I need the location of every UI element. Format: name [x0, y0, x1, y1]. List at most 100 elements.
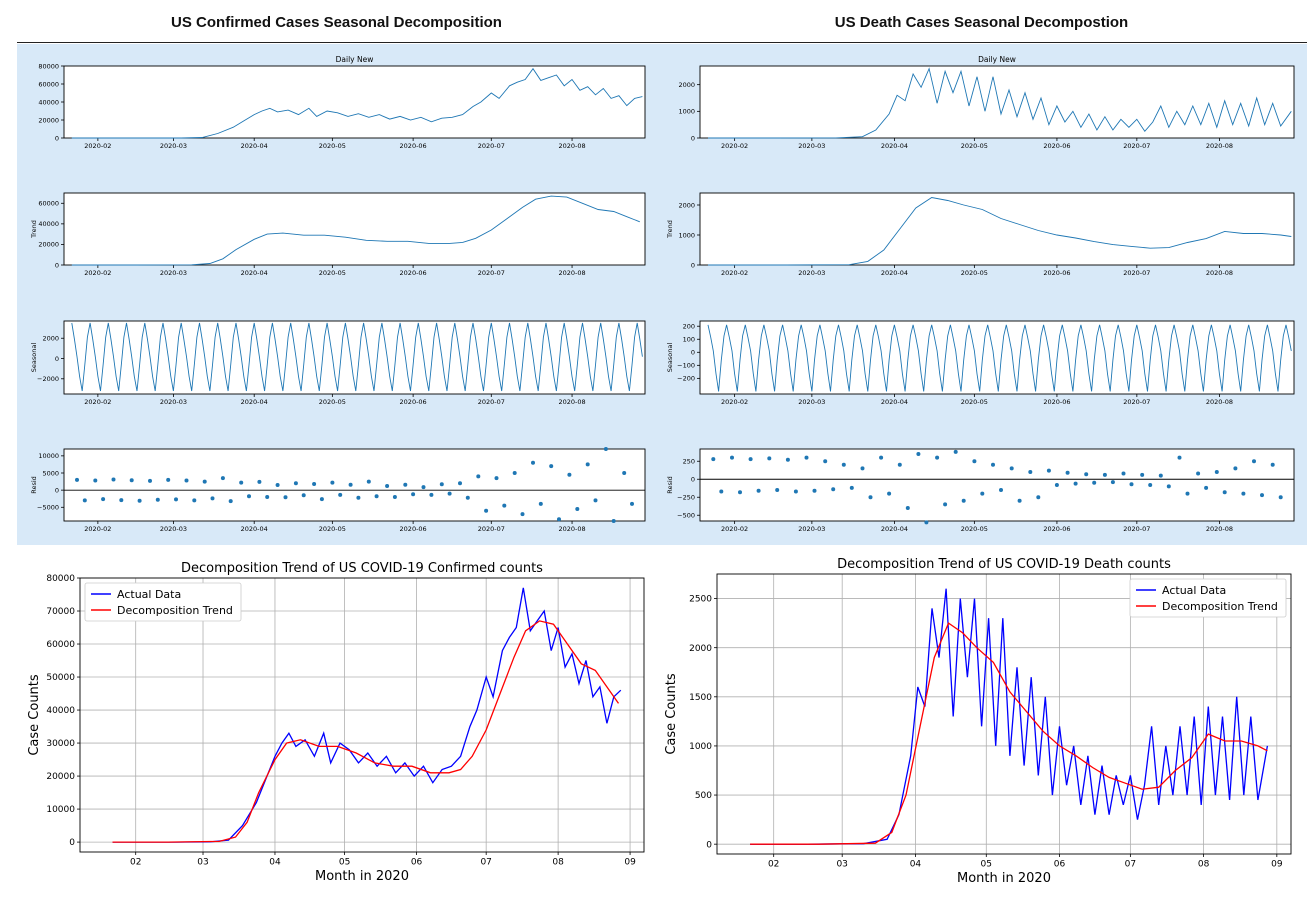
confirmed-resid-point	[75, 477, 79, 482]
confirmed-resid-point	[283, 495, 288, 500]
death-resid-point	[1278, 495, 1283, 500]
confirmed-trend-xtick-label-2020-02: 2020-02	[84, 269, 111, 277]
death-resid-point	[897, 462, 902, 467]
death-resid-point	[1121, 471, 1126, 476]
death-resid-point	[1222, 490, 1227, 495]
confirmed-seasonal-ylabel: Seasonal	[30, 343, 38, 373]
confirmed-resid-point	[502, 503, 507, 508]
death-daily-chart: 0 1000 2000 2020-02 2020-03 2020-04 2020-05 202…	[678, 55, 1295, 150]
death-resid-xtick-label-2020-03: 2020-03	[798, 525, 825, 533]
death-resid-ytick-label--500: −500	[677, 512, 695, 520]
death-trend-ytick-label-2000: 2000	[678, 201, 695, 209]
confirmed-comparison-ytick-label-60000: 60000	[46, 640, 75, 650]
confirmed-resid-point	[476, 474, 481, 479]
confirmed-resid-point	[374, 494, 379, 499]
confirmed-resid-ytick-label--5000: −5000	[37, 504, 59, 512]
confirmed-resid-point	[202, 479, 207, 484]
confirmed-resid-point	[247, 494, 251, 499]
confirmed-trend-ytick-label-0: 0	[55, 261, 59, 269]
death-comparison-title: Decomposition Trend of US COVID-19 Death…	[837, 557, 1171, 572]
death-daily-xtick-label-2020-08: 2020-08	[1206, 142, 1233, 150]
confirmed-resid-point	[257, 479, 262, 484]
death-resid-point	[1241, 491, 1246, 496]
death-resid-point	[953, 449, 958, 454]
death-resid-point	[972, 459, 977, 464]
confirmed-seasonal-xtick-label-2020-07: 2020-07	[478, 398, 505, 406]
death-resid-point	[1177, 455, 1182, 460]
death-daily-xtick-label-2020-05: 2020-05	[961, 142, 988, 150]
death-comparison-actual-line	[750, 588, 1269, 845]
confirmed-daily-xtick-label-2020-03: 2020-03	[160, 142, 187, 150]
confirmed-comparison-xtick-label-04: 04	[269, 857, 281, 867]
death-comparison-ytick-label-2500: 2500	[689, 595, 712, 605]
death-resid-point	[804, 455, 809, 460]
confirmed-seasonal-xtick-label-2020-06: 2020-06	[400, 398, 427, 406]
confirmed-resid-xtick-label-2020-06: 2020-06	[400, 525, 427, 533]
death-resid-point	[849, 485, 854, 490]
confirmed-comparison-frame	[79, 577, 645, 853]
death-resid-point	[905, 506, 910, 510]
confirmed-resid-point	[319, 497, 324, 502]
confirmed-resid-ytick-label-0: 0	[55, 486, 59, 494]
death-comparison-legend-label-1: Decomposition Trend	[1162, 600, 1278, 613]
confirmed-resid-point	[447, 491, 452, 496]
death-resid-point	[1260, 493, 1264, 498]
confirmed-resid-xtick-label-2020-07: 2020-07	[478, 525, 505, 533]
death-comparison-ylabel: Case Counts	[664, 673, 679, 755]
confirmed-comparison-ytick-label-40000: 40000	[46, 706, 75, 716]
death-daily-line	[708, 67, 1292, 139]
death-resid-xtick-label-2020-05: 2020-05	[961, 525, 988, 533]
confirmed-resid-point	[429, 492, 434, 497]
confirmed-comparison-xtick-label-03: 03	[197, 857, 208, 867]
confirmed-resid-point	[184, 478, 189, 483]
death-resid-point	[1185, 491, 1190, 496]
death-comparison-xtick-label-08: 08	[1198, 859, 1210, 869]
confirmed-resid-chart: −5000 0 5000 10000 2020-02 2020-03 2020-04 2020…	[30, 447, 646, 533]
death-resid-point	[1084, 472, 1089, 477]
confirmed-resid-point	[575, 507, 580, 511]
death-comparison-xtick-label-09: 09	[1271, 859, 1283, 869]
confirmed-resid-point	[174, 497, 178, 502]
confirmed-comparison-xtick-label-07: 07	[480, 857, 491, 867]
confirmed-resid-point	[330, 480, 335, 485]
confirmed-resid-point	[465, 495, 470, 500]
death-resid-point	[935, 455, 940, 460]
death-comparison-trend-line	[750, 622, 1268, 845]
death-resid-xtick-label-2020-06: 2020-06	[1043, 525, 1070, 533]
death-resid-xtick-label-2020-07: 2020-07	[1123, 525, 1150, 533]
death-resid-point	[1214, 470, 1219, 474]
confirmed-seasonal-frame	[63, 320, 646, 395]
confirmed-resid-point	[93, 478, 98, 483]
confirmed-seasonal-xtick-label-2020-08: 2020-08	[558, 398, 585, 406]
confirmed-resid-point	[148, 478, 152, 483]
confirmed-resid-ytick-label-5000: 5000	[42, 469, 59, 477]
confirmed-trend-xtick-label-2020-03: 2020-03	[160, 269, 187, 277]
confirmed-resid-point	[585, 462, 590, 467]
death-resid-point	[748, 457, 753, 462]
death-resid-point	[719, 489, 724, 494]
death-resid-point	[1036, 495, 1041, 500]
confirmed-comparison-xtick-label-05: 05	[339, 857, 350, 867]
confirmed-comparison-xtick-label-09: 09	[624, 857, 636, 867]
confirmed-resid-point	[567, 472, 572, 477]
confirmed-trend-xtick-label-2020-07: 2020-07	[478, 269, 505, 277]
confirmed-seasonal-xtick-label-2020-04: 2020-04	[241, 398, 268, 406]
death-comparison-ytick-label-500: 500	[695, 791, 712, 801]
confirmed-resid-point	[411, 492, 416, 497]
confirmed-daily-xtick-label-2020-08: 2020-08	[558, 142, 585, 150]
confirmed-trend-ylabel: Trend	[30, 220, 38, 239]
death-resid-point	[1129, 482, 1134, 487]
death-trend-xtick-label-2020-05: 2020-05	[961, 269, 988, 277]
confirmed-resid-point	[603, 447, 608, 451]
confirmed-resid-xtick-label-2020-02: 2020-02	[84, 525, 111, 533]
confirmed-trend-chart: 0 20000 40000 60000 2020-02 2020-03 2020-04 202…	[30, 192, 646, 277]
death-daily-xtick-label-2020-07: 2020-07	[1123, 142, 1150, 150]
confirmed-daily-xtick-label-2020-02: 2020-02	[84, 142, 111, 150]
confirmed-resid-plot-area	[64, 449, 645, 521]
death-trend-chart: 0 1000 2000 2020-02 2020-03 2020-04 2020-05 202…	[666, 192, 1295, 277]
confirmed-daily-chart: 0 20000 40000 60000 80000 2020-02 2020-03 2020-…	[38, 55, 646, 150]
death-trend-xtick-label-2020-08: 2020-08	[1206, 269, 1233, 277]
confirmed-seasonal-xtick-label-2020-03: 2020-03	[160, 398, 187, 406]
confirmed-seasonal-ytick-label-2000: 2000	[42, 335, 59, 343]
death-resid-point	[1270, 462, 1275, 467]
